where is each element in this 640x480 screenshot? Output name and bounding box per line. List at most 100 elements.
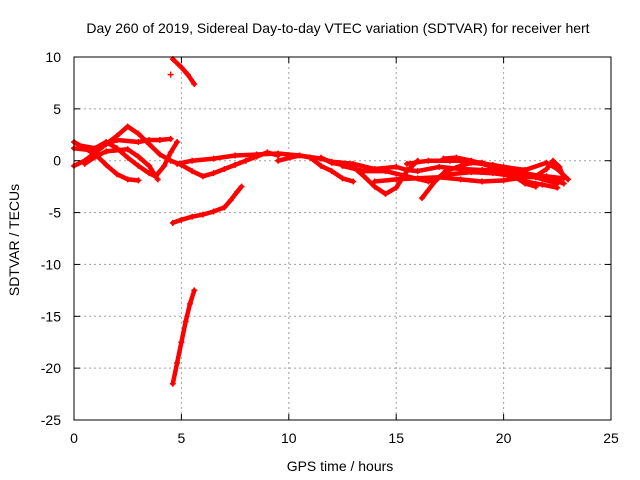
x-tick-label: 5: [178, 430, 186, 446]
data-point: [156, 151, 163, 158]
data-point: [560, 180, 567, 187]
data-point: [135, 153, 142, 160]
data-point: [382, 168, 389, 175]
data-point: [124, 123, 131, 130]
data-point: [103, 148, 110, 155]
data-point: [146, 136, 153, 143]
data-point: [210, 155, 217, 162]
data-point: [178, 64, 185, 71]
data-point: [75, 142, 82, 149]
series-satellite-track-6: [170, 56, 197, 87]
data-point: [124, 176, 131, 183]
data-point: [210, 208, 217, 215]
data-point: [178, 216, 185, 223]
x-tick-label: 20: [496, 430, 512, 446]
data-point: [318, 154, 325, 161]
data-point: [339, 175, 346, 182]
data-point: [543, 173, 550, 180]
data-point: [92, 153, 99, 160]
data-point: [169, 380, 176, 387]
data-point: [350, 178, 357, 185]
data-point: [393, 176, 400, 183]
data-point: [167, 135, 174, 142]
data-point: [328, 168, 335, 175]
y-tick-label: -5: [49, 205, 62, 221]
data-point: [339, 162, 346, 169]
data-point: [440, 155, 447, 162]
data-point: [210, 170, 217, 177]
data-point: [186, 300, 193, 307]
data-point: [318, 162, 325, 169]
data-point: [242, 157, 249, 164]
x-tick-label: 10: [281, 430, 297, 446]
data-point: [500, 177, 507, 184]
data-point: [182, 318, 189, 325]
data-point: [453, 154, 460, 161]
data-point: [199, 173, 206, 180]
y-tick-label: -15: [41, 308, 61, 324]
data-point: [489, 170, 496, 177]
y-tick-label: 0: [53, 153, 61, 169]
data-point: [543, 166, 550, 173]
data-point: [479, 178, 486, 185]
data-point: [296, 152, 303, 159]
series-satellite-track-4: [76, 136, 173, 151]
data-point: [371, 178, 378, 185]
data-point: [457, 162, 464, 169]
data-point: [221, 204, 228, 211]
data-point: [174, 160, 181, 167]
data-point: [199, 211, 206, 218]
data-point: [403, 160, 410, 167]
data-point: [146, 162, 153, 169]
data-point: [393, 184, 400, 191]
data-point: [167, 71, 174, 78]
data-point: [554, 184, 561, 191]
data-point: [167, 149, 174, 156]
data-point: [184, 71, 191, 78]
data-point: [539, 181, 546, 188]
data-point: [232, 152, 239, 159]
data-point: [360, 168, 367, 175]
data-point: [154, 176, 161, 183]
y-axis-label: SDTVAR / TECUs: [6, 184, 22, 296]
data-point: [360, 173, 367, 180]
chart-title: Day 260 of 2019, Sidereal Day-to-day VTE…: [86, 20, 589, 36]
data-point: [135, 162, 142, 169]
data-point: [468, 169, 475, 176]
data-point: [161, 162, 168, 169]
x-tick-label: 15: [388, 430, 404, 446]
x-tick-label: 25: [603, 430, 619, 446]
data-point: [436, 163, 443, 170]
data-point: [135, 177, 142, 184]
data-point: [189, 168, 196, 175]
data-point: [124, 154, 131, 161]
data-point: [232, 161, 239, 168]
data-point: [189, 213, 196, 220]
data-point: [275, 150, 282, 157]
data-point: [156, 136, 163, 143]
data-point: [113, 171, 120, 178]
data-point: [436, 174, 443, 181]
data-point: [485, 162, 492, 169]
data-point: [403, 168, 410, 175]
data-point: [113, 136, 120, 143]
data-point: [382, 190, 389, 197]
series-layer: [71, 56, 572, 387]
data-point: [174, 359, 181, 366]
data-point: [414, 175, 421, 182]
data-point: [442, 168, 449, 175]
data-point: [425, 157, 432, 164]
x-tick-label: 0: [70, 430, 78, 446]
data-point: [414, 168, 421, 175]
y-tick-label: 10: [45, 49, 61, 65]
data-point: [522, 167, 529, 174]
data-point: [560, 174, 567, 181]
series-satellite-track-8: [170, 184, 244, 226]
data-point: [169, 219, 176, 226]
y-tick-label: -20: [41, 360, 61, 376]
series-satellite-track-10: [174, 151, 356, 184]
data-point: [174, 139, 181, 146]
data-point: [124, 146, 131, 153]
data-point: [550, 157, 557, 164]
